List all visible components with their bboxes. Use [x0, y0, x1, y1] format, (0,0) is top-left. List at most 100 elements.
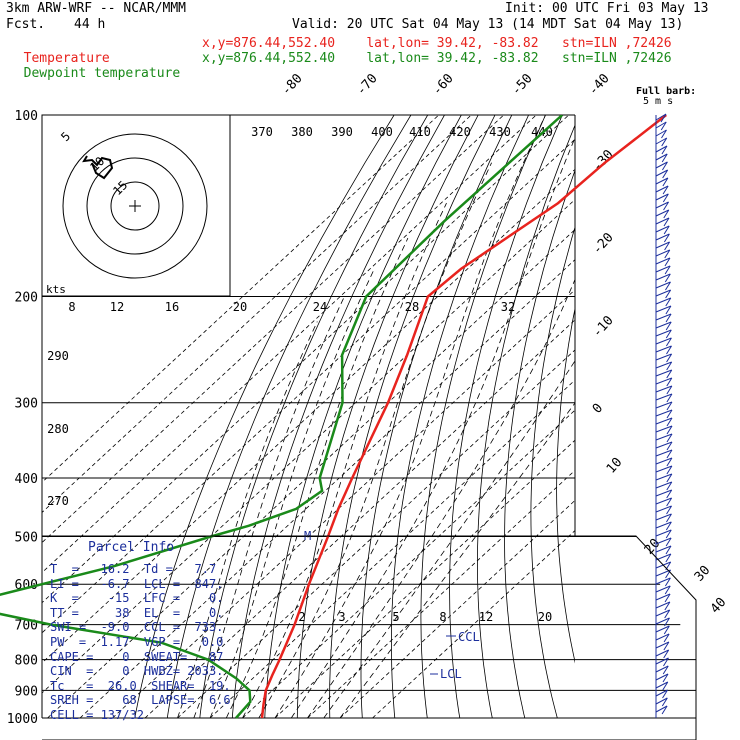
wind-barb-tick [662, 681, 669, 691]
wind-barb [655, 473, 673, 483]
wind-barb-tick [661, 145, 668, 155]
wind-barb-flag [655, 153, 668, 161]
mixing-ratio-label: 32 [501, 300, 515, 314]
wind-barb-flag [655, 409, 673, 417]
dry-adiabat [329, 115, 496, 718]
wind-barb-tick [661, 705, 668, 715]
wind-barb-tick [664, 241, 671, 251]
wind-barb [655, 649, 670, 659]
pressure-label-500: 500 [15, 530, 38, 545]
wind-barb-flag [655, 281, 671, 289]
wind-barb-tick [665, 305, 672, 315]
wind-barb [655, 465, 673, 475]
wind-barb [655, 409, 673, 419]
wind-barb [655, 121, 667, 131]
wind-barb [655, 705, 668, 715]
wind-barb-flag [655, 601, 671, 609]
wind-barb [655, 497, 673, 507]
wind-barb-tick [665, 545, 672, 555]
wind-barb [655, 673, 669, 683]
wind-barb-flag [655, 257, 671, 265]
wind-barb-tick [662, 673, 669, 683]
hodograph-ring [62, 133, 208, 279]
wind-barb [655, 169, 669, 179]
wind-barb-flag [655, 249, 670, 257]
theta-label: 430 [489, 125, 511, 139]
wind-barb [655, 385, 673, 395]
mixing-ratio-label: 16 [165, 300, 179, 314]
wind-barb-tick [663, 225, 670, 235]
wind-barb [655, 185, 669, 195]
wind-barb [655, 193, 669, 203]
wind-barb [655, 113, 667, 123]
isotherm-label: -40 [586, 71, 613, 98]
theta-label: 400 [371, 125, 393, 139]
parcel-info-row: T = 16.2 Td = 7.7 [50, 562, 217, 576]
wind-barb-tick [665, 337, 672, 347]
wind-barb-flag [655, 145, 668, 153]
wind-barb-flag [655, 313, 672, 321]
wind-barb-tick [666, 513, 672, 523]
wind-barb-tick [664, 601, 671, 611]
forecast-label: Fcst. [6, 17, 46, 32]
wind-barb-flag [655, 201, 669, 209]
wind-barb-flag [655, 697, 668, 705]
wind-barb [655, 257, 671, 267]
pressure-label-1000: 1000 [7, 712, 38, 727]
isotherm-line [42, 115, 505, 544]
wind-barb-tick [666, 497, 673, 507]
wind-barb-flag [655, 545, 672, 553]
wind-barb-tick [663, 633, 670, 643]
wind-barb [655, 657, 669, 667]
wind-barb-flag [655, 657, 669, 665]
wind-barb [655, 489, 673, 499]
wind-barb-tick [666, 417, 673, 427]
wind-barb-flag [655, 433, 673, 441]
wind-barb-flag [655, 209, 669, 217]
moist-adiabat [307, 278, 575, 718]
wind-barb [655, 537, 672, 547]
wind-barb-flag [655, 353, 672, 361]
wind-barb [655, 161, 668, 171]
wind-barb [655, 233, 670, 243]
wind-barb-flag [655, 361, 672, 369]
isotherm-line [339, 499, 575, 718]
wind-barb-tick [663, 657, 669, 667]
wind-barb-tick [665, 529, 672, 539]
wind-barb-flag [655, 673, 669, 681]
legend-dewpoint-label: Dewpoint temperature [23, 66, 181, 81]
isotherm-line [42, 115, 537, 574]
wind-barb-flag [655, 289, 671, 297]
wind-barb [655, 545, 672, 555]
wind-barb-tick [664, 617, 670, 627]
wind-barb-flag [655, 113, 667, 121]
parcel-info-row: SWI = -9.0 CCL = 733. [50, 620, 224, 635]
wind-barb [655, 681, 669, 691]
legend-temperature-label: Temperature [23, 51, 110, 66]
wind-barb-flag [655, 465, 673, 473]
wind-barb-tick [666, 401, 673, 411]
parcel-info-row: K = -15 LFC = 0. [50, 591, 224, 606]
wind-barb-tick [662, 193, 669, 203]
wind-barb [655, 289, 672, 299]
wind-barb-tick [666, 353, 673, 363]
wind-barb-flag [655, 241, 670, 249]
moist-adiabat [274, 115, 546, 718]
wind-barb-tick [666, 425, 673, 435]
mixing-ratio-label: 20 [233, 300, 247, 314]
legend-temperature: Temperature [8, 36, 110, 66]
isotherm-line [144, 319, 575, 718]
pressure-label-700: 700 [15, 619, 38, 634]
wind-barb-flag [655, 345, 672, 353]
wind-barb-tick [661, 697, 668, 707]
wind-barb-flag [655, 689, 668, 697]
isotherm-line [42, 168, 575, 664]
wind-barb-tick [660, 113, 667, 123]
wind-barb-tick [666, 385, 673, 395]
wind-barbs [655, 113, 673, 718]
theta-label: 410 [409, 125, 431, 139]
valid-time: Valid: 20 UTC Sat 04 May 13 (14 MDT Sat … [292, 17, 684, 32]
parcel-info-row: CELL = 137/32 [50, 708, 144, 722]
wind-barb [655, 433, 673, 443]
